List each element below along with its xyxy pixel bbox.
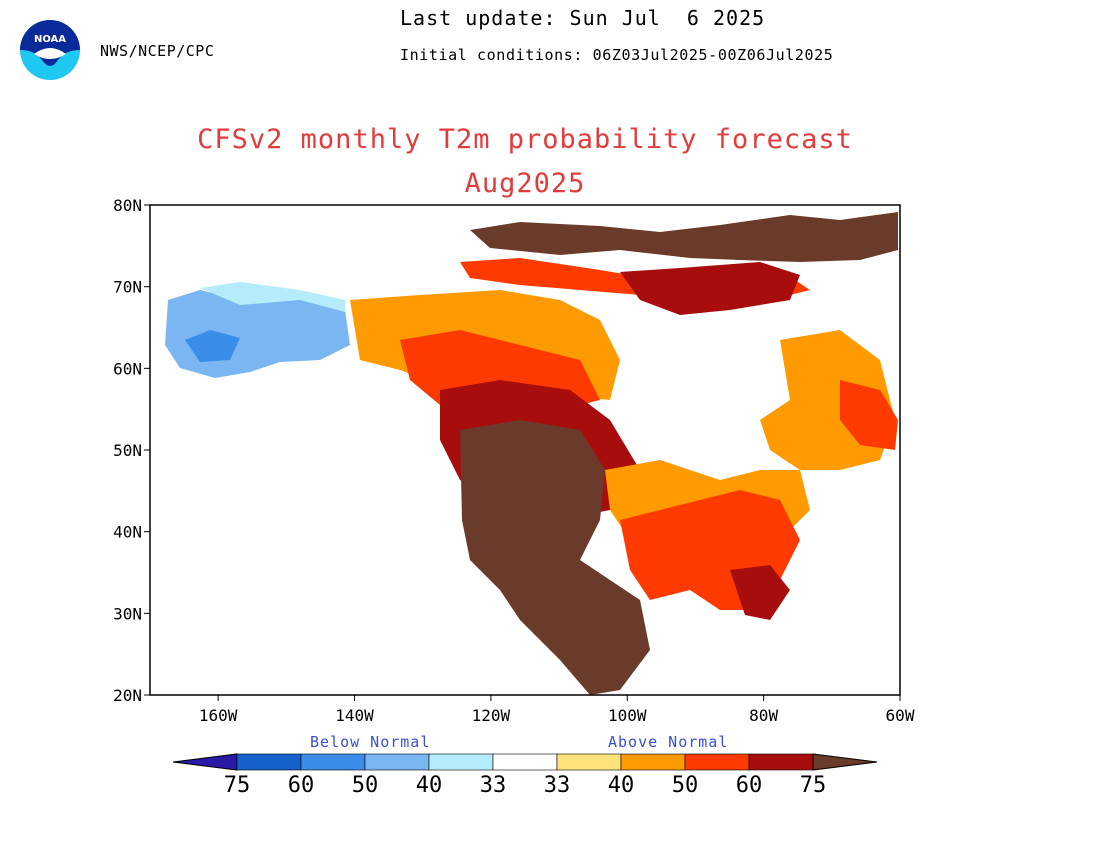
lon-tick-label: 160W [199,706,238,725]
colorbar-tick-label: 60 [736,773,763,798]
above-normal-label: Above Normal [608,733,728,751]
noaa-logo: NOAA [20,20,80,80]
colorbar-tick-label: 40 [608,773,635,798]
agency-label: NWS/NCEP/CPC [100,42,215,60]
lon-tick-label: 80W [749,706,778,725]
colorbar-tick-label: 75 [800,773,827,798]
lon-tick-label: 60W [886,706,915,725]
colorbar-swatch [620,753,686,771]
color-legend: Below Normal Above Normal 75 60 50 40 33 33 40… [172,733,878,798]
colorbar-swatch [236,753,302,771]
colorbar-tick-label: 50 [352,773,379,798]
lat-tick-label: 60N [113,359,142,378]
initial-conditions-text: Initial conditions: 06Z03Jul2025-00Z06Ju… [400,46,834,64]
colorbar-tick-label: 40 [416,773,443,798]
lon-tick-label: 100W [608,706,647,725]
colorbar-swatch [428,753,494,771]
lat-tick-label: 20N [113,686,142,705]
colorbar-swatch [364,753,430,771]
lat-tick-label: 70N [113,278,142,297]
colorbar-tick-label: 33 [544,773,571,798]
svg-text:NOAA: NOAA [34,34,66,45]
arctic-islands-high-probability [470,212,898,262]
colorbar-tick-label: 75 [224,773,251,798]
probability-field-layer [165,212,898,695]
lon-tick-label: 140W [335,706,374,725]
alaska-below-normal-strong [185,330,240,362]
colorbar-swatch [556,753,622,771]
alaska-below-normal-light [200,282,345,312]
latitude-axis: 80N 70N 60N 50N 40N 30N 20N [113,196,150,705]
lat-tick-label: 50N [113,441,142,460]
colorbar-swatch [684,753,750,771]
colorbar-tick-label: 60 [288,773,315,798]
west-us-high-probability [460,420,650,695]
below-normal-label: Below Normal [310,733,430,751]
lat-tick-label: 30N [113,604,142,623]
colorbar-arrow-right [812,753,878,771]
longitude-axis: 160W 140W 120W 100W 80W 60W [199,695,915,725]
chart-title: CFSv2 monthly T2m probability forecast [197,124,853,155]
arctic-islands-darkred [620,262,800,315]
colorbar-arrow-left [172,753,238,771]
colorbar-tick-label: 50 [672,773,699,798]
colorbar-swatch [748,753,814,771]
last-update-text: Last update: Sun Jul 6 2025 [400,6,766,30]
colorbar-swatch [492,753,558,771]
lat-tick-label: 40N [113,523,142,542]
lon-tick-label: 120W [472,706,511,725]
eastern-canada-red [840,380,898,450]
colorbar-swatch [300,753,366,771]
colorbar-tick-label: 33 [480,773,507,798]
chart-subtitle: Aug2025 [464,168,586,199]
lat-tick-label: 80N [113,196,142,215]
southeast-high-probability [730,565,790,620]
